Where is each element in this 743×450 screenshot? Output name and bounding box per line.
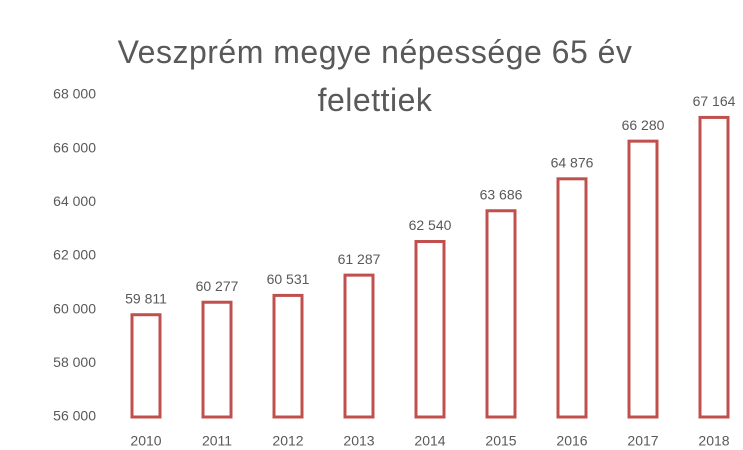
- x-tick-label: 2012: [272, 433, 303, 449]
- x-tick-label: 2017: [627, 433, 658, 449]
- x-tick-label: 2015: [485, 433, 516, 449]
- x-tick-label: 2013: [343, 433, 374, 449]
- bar: [130, 313, 162, 419]
- y-tick-label: 62 000: [53, 247, 96, 263]
- bar: [556, 177, 588, 419]
- x-tick-label: 2010: [130, 433, 161, 449]
- bar: [627, 139, 659, 419]
- bar: [343, 273, 375, 419]
- bar: [485, 209, 517, 419]
- y-tick-label: 66 000: [53, 139, 96, 155]
- data-label: 66 280: [622, 117, 665, 133]
- data-label: 60 277: [196, 278, 239, 294]
- x-tick-label: 2011: [202, 433, 232, 449]
- y-tick-label: 68 000: [53, 86, 96, 102]
- data-label: 64 876: [551, 155, 594, 171]
- data-label: 67 164: [693, 93, 736, 109]
- data-label: 63 686: [480, 186, 523, 202]
- y-tick-label: 60 000: [53, 300, 96, 316]
- data-label: 59 811: [125, 290, 167, 306]
- data-label: 61 287: [338, 251, 381, 267]
- x-tick-label: 2014: [414, 433, 445, 449]
- bar: [698, 115, 730, 419]
- bar: [414, 240, 446, 419]
- chart-title: Veszprém megye népessége 65 év felettiek: [117, 34, 633, 118]
- x-tick-label: 2016: [556, 433, 587, 449]
- data-label: 62 540: [409, 217, 452, 233]
- x-tick-label: 2018: [698, 433, 729, 449]
- bar: [201, 300, 233, 419]
- y-tick-label: 56 000: [53, 408, 96, 424]
- bar: [272, 293, 304, 419]
- y-tick-label: 58 000: [53, 354, 96, 370]
- data-label: 60 531: [267, 271, 310, 287]
- y-tick-label: 64 000: [53, 193, 96, 209]
